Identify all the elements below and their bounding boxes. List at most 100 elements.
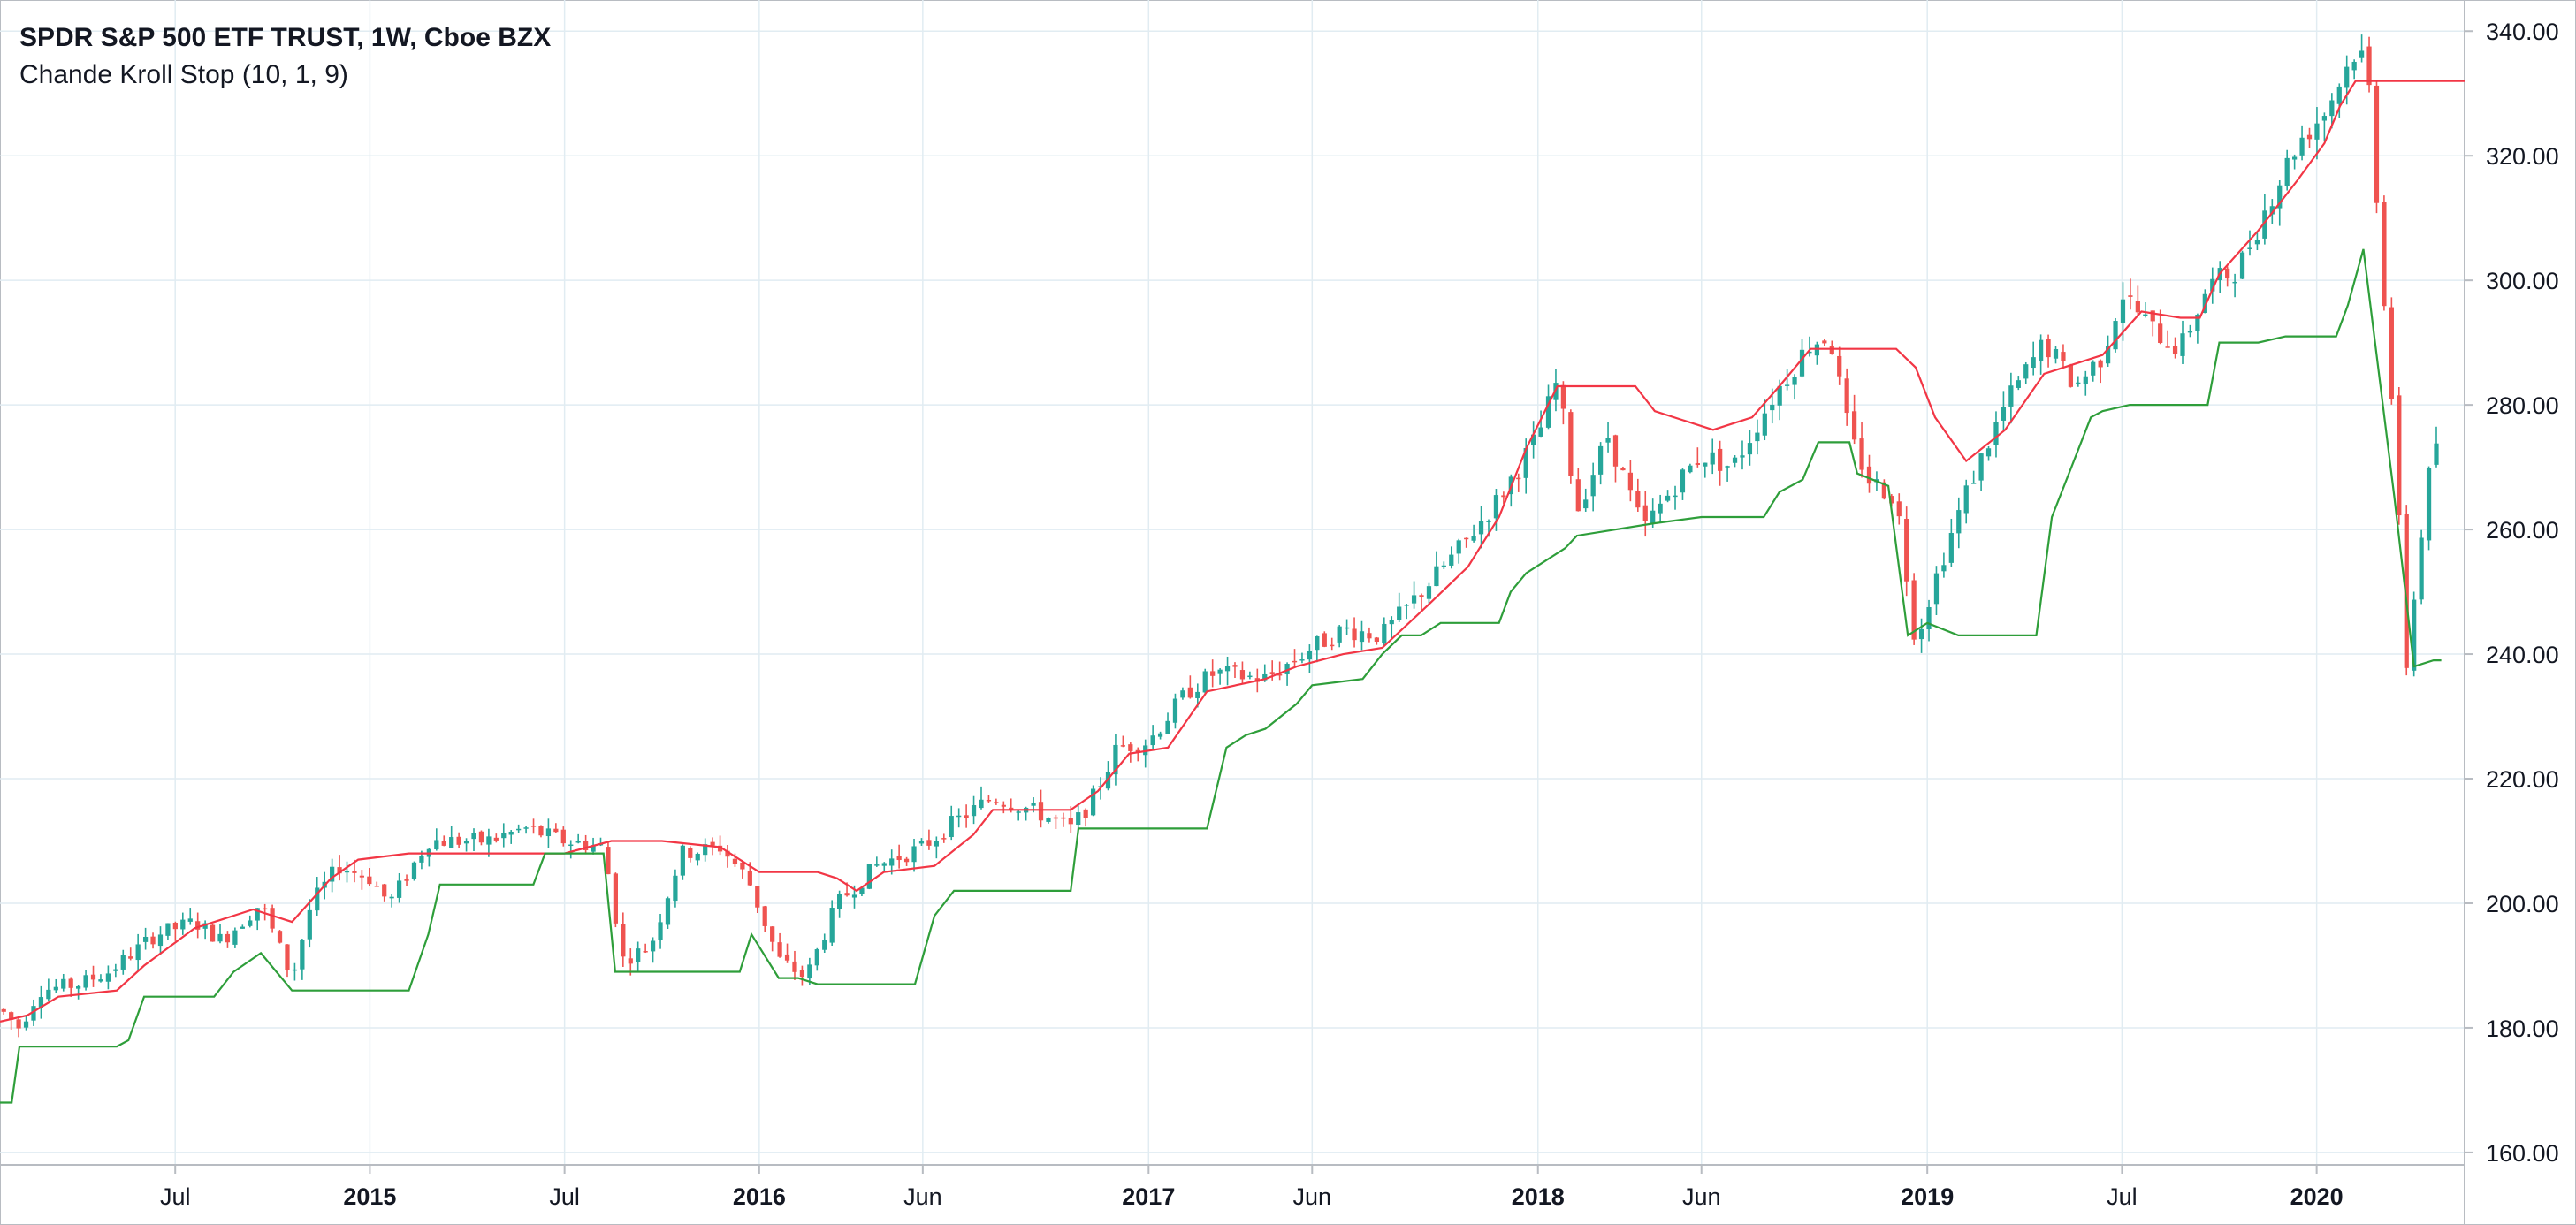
candle-down <box>1829 346 1834 354</box>
time-axis[interactable]: Jul 2015 Jul 2016 Jun 2017 Jun 2018 Jun 2019 Jul 20… <box>160 1165 2344 1210</box>
candle-down <box>770 926 775 942</box>
candle-down <box>478 831 484 843</box>
candle-up <box>1046 818 1051 822</box>
price-tick-label: 320.00 <box>2486 143 2559 170</box>
candle-down <box>270 908 275 929</box>
candle-up <box>76 985 81 989</box>
candle-up <box>1792 377 1797 385</box>
candle-up <box>2001 407 2007 421</box>
candle-up <box>874 864 880 866</box>
candle-up <box>1747 443 1753 455</box>
candle-down <box>374 886 379 887</box>
candle-up <box>2344 66 2350 88</box>
candle-up <box>1165 720 1170 734</box>
candle-up <box>1397 606 1402 620</box>
candle-down <box>2172 346 2178 354</box>
price-tick-label: 260.00 <box>2486 517 2559 544</box>
candle-up <box>837 894 842 909</box>
candle-up <box>1985 448 1992 457</box>
candle-up <box>2419 537 2424 600</box>
candle-up <box>829 908 835 943</box>
candle-up <box>1172 698 1178 723</box>
candle-down <box>1232 665 1238 667</box>
candle-down <box>1627 472 1633 491</box>
candle-up <box>949 816 954 838</box>
candle-up <box>866 864 872 889</box>
indicator-title[interactable]: Chande Kroll Stop (10, 1, 9) <box>19 60 348 89</box>
candle-down <box>560 829 566 844</box>
candle-up <box>2269 206 2275 215</box>
candle-down <box>285 944 290 970</box>
price-tick-label: 180.00 <box>2486 1016 2559 1042</box>
candle-up <box>105 973 111 982</box>
candle-down <box>1642 505 1648 521</box>
candle-up <box>2321 116 2328 121</box>
symbol-title[interactable]: SPDR S&P 500 ETF TRUST, 1W, Cboe BZX <box>19 23 552 52</box>
candle-down <box>172 922 178 930</box>
candle-down <box>1822 340 1827 344</box>
price-tick-label: 200.00 <box>2486 891 2559 917</box>
time-tick-label: Jul <box>2107 1183 2138 1210</box>
candle-down <box>1330 644 1335 647</box>
candle-down <box>2404 514 2409 668</box>
candle-up <box>2262 210 2267 239</box>
candle-down <box>263 908 268 910</box>
candle-down <box>382 884 387 897</box>
candle-up <box>2023 364 2029 379</box>
candle-up <box>2031 357 2036 369</box>
candle-down <box>1718 448 1723 471</box>
candle-up <box>2180 333 2185 356</box>
candle-up <box>1531 434 1536 445</box>
candle-down <box>964 815 969 818</box>
candle-up <box>248 920 253 926</box>
candle-up <box>389 896 394 899</box>
candle-down <box>1061 817 1066 819</box>
candle-down <box>1837 355 1842 377</box>
candle-up <box>1441 565 1446 567</box>
stop-lines <box>0 80 2465 1104</box>
candle-down <box>755 886 760 908</box>
candle-up <box>851 894 857 898</box>
candle-down <box>1322 633 1327 647</box>
candle-down <box>1352 628 1357 641</box>
candle-up <box>1732 457 1738 463</box>
candle-up <box>396 880 402 898</box>
candle-up <box>1583 499 1589 509</box>
candle-down <box>1128 744 1133 751</box>
price-tick-label: 300.00 <box>2486 268 2559 294</box>
candle-up <box>1202 671 1208 693</box>
candle-up <box>486 836 492 845</box>
candle-up <box>471 833 476 840</box>
candle-up <box>31 1006 36 1021</box>
time-tick-label: 2016 <box>733 1183 786 1210</box>
candle-down <box>1210 671 1216 676</box>
candle-down <box>606 847 611 875</box>
candle-up <box>1262 673 1268 681</box>
candle-up <box>1971 483 1977 484</box>
candle-up <box>2412 599 2417 671</box>
candlestick-series <box>1 34 2439 1038</box>
candle-up <box>1918 628 1924 640</box>
candle-up <box>1762 413 1767 436</box>
candle-down <box>740 862 745 870</box>
candle-up <box>1493 495 1499 519</box>
candle-down <box>2068 364 2074 387</box>
candle-down <box>717 845 723 852</box>
candle-down <box>710 841 715 846</box>
price-axis[interactable]: 160.00 180.00 200.00 220.00 240.00 260.00 280.… <box>2465 19 2559 1167</box>
candle-down <box>1620 468 1626 471</box>
candle-up <box>1426 586 1432 599</box>
candle-down <box>732 858 738 864</box>
candle-down <box>1635 491 1641 508</box>
candle-up <box>463 841 469 844</box>
candle-up <box>2254 240 2260 245</box>
candle-down <box>404 879 409 881</box>
candle-up <box>1344 627 1350 629</box>
candle-down <box>359 875 365 878</box>
candle-up <box>934 841 939 847</box>
candle-up <box>881 863 887 866</box>
candle-down <box>1187 687 1193 698</box>
time-tick-label: 2015 <box>343 1183 396 1210</box>
candle-up <box>1785 384 1790 386</box>
